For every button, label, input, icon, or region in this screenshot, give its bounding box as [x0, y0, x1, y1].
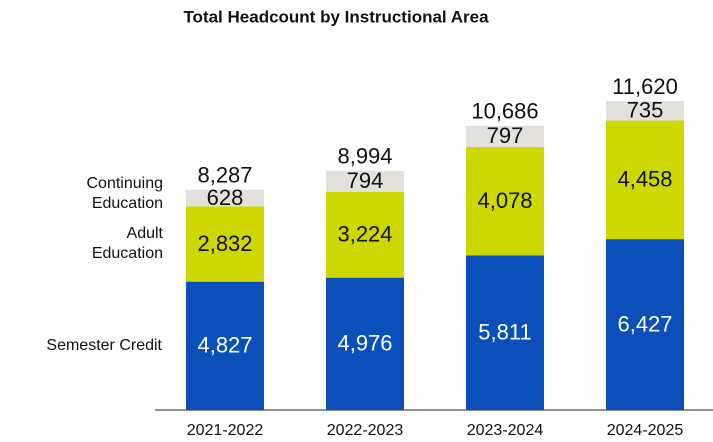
bar-segment	[466, 125, 544, 148]
value-label: 4,078	[477, 188, 532, 213]
bar-segment	[466, 255, 544, 410]
x-tick-label: 2021-2022	[187, 422, 264, 439]
bar-segment	[326, 277, 404, 410]
bar-segment	[326, 191, 404, 278]
value-label: 5,811	[478, 320, 531, 345]
x-tick-label: 2023-2024	[467, 422, 544, 439]
value-label: 6,427	[617, 311, 672, 336]
total-label: 11,620	[612, 74, 678, 99]
value-label: 4,458	[617, 167, 672, 192]
value-label: 735	[627, 98, 664, 123]
value-label: 794	[347, 168, 384, 193]
x-tick-label: 2022-2023	[327, 422, 404, 439]
bar-segment	[186, 281, 264, 410]
bar-segment	[606, 239, 684, 410]
bar-segment	[186, 206, 264, 282]
total-label: 8,994	[337, 144, 392, 169]
value-label: 4,976	[337, 331, 392, 356]
legend-label: Adult Education	[91, 224, 163, 262]
bar-segment	[466, 147, 544, 256]
legend-label: Semester Credit	[46, 336, 162, 354]
value-label: 3,224	[337, 222, 392, 247]
total-label: 8,287	[197, 162, 252, 187]
chart-title: Total Headcount by Instructional Area	[183, 7, 489, 26]
legend-label: Continuing Education	[86, 174, 164, 212]
total-label: 10,686	[471, 99, 538, 124]
value-label: 628	[207, 185, 244, 210]
x-tick-label: 2024-2025	[607, 422, 684, 439]
value-label: 4,827	[197, 333, 252, 358]
value-label: 2,832	[197, 231, 252, 256]
bar-segment	[606, 101, 684, 121]
bar-segment	[326, 170, 404, 192]
value-label: 797	[487, 123, 524, 148]
bar-segment	[606, 120, 684, 240]
bar-segment	[186, 189, 264, 207]
